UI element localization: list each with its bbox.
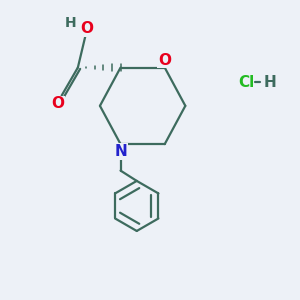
Text: H: H bbox=[263, 75, 276, 90]
Text: O: O bbox=[80, 21, 93, 36]
Text: Cl: Cl bbox=[238, 75, 255, 90]
Text: N: N bbox=[114, 144, 127, 159]
Text: H: H bbox=[65, 16, 76, 30]
Text: O: O bbox=[158, 53, 171, 68]
Text: O: O bbox=[52, 96, 64, 111]
